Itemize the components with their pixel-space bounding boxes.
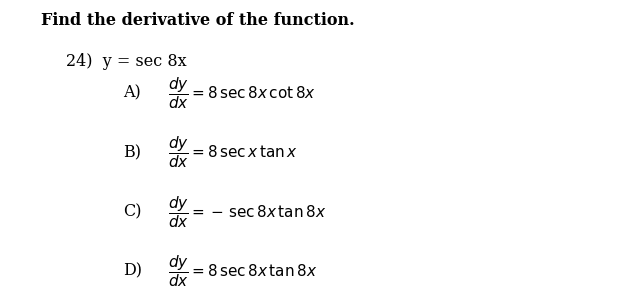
Text: A): A) [123,85,141,102]
Text: Find the derivative of the function.: Find the derivative of the function. [41,12,354,29]
Text: $\dfrac{dy}{dx} = 8\,\mathrm{sec}\,x\,\mathrm{tan}\,x$: $\dfrac{dy}{dx} = 8\,\mathrm{sec}\,x\,\m… [168,135,298,170]
Text: 24)  y = sec 8x: 24) y = sec 8x [66,53,187,70]
Text: $\dfrac{dy}{dx} = 8\,\mathrm{sec}\,8x\,\mathrm{cot}\,8x$: $\dfrac{dy}{dx} = 8\,\mathrm{sec}\,8x\,\… [168,75,316,111]
Text: $\dfrac{dy}{dx} = 8\,\mathrm{sec}\,8x\,\mathrm{tan}\,8x$: $\dfrac{dy}{dx} = 8\,\mathrm{sec}\,8x\,\… [168,253,317,289]
Text: D): D) [123,262,142,279]
Text: C): C) [123,203,142,220]
Text: B): B) [123,144,141,161]
Text: $\dfrac{dy}{dx} = -\,\mathrm{sec}\,8x\,\mathrm{tan}\,8x$: $\dfrac{dy}{dx} = -\,\mathrm{sec}\,8x\,\… [168,194,326,229]
